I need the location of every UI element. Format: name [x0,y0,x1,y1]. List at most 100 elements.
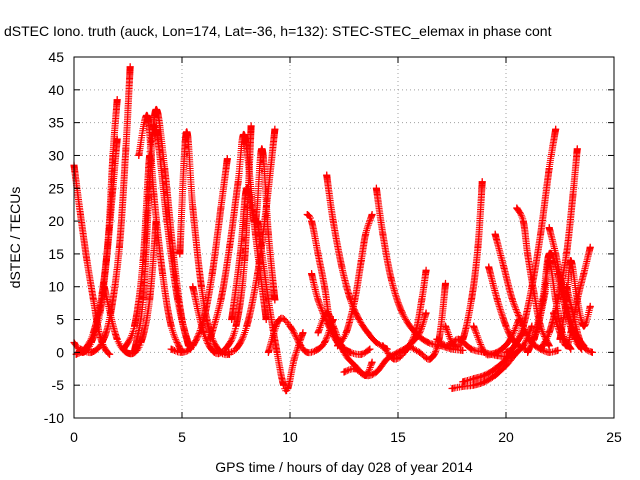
data-point [569,309,577,317]
data-point [286,322,294,330]
series-markers [77,63,134,357]
data-point [562,250,570,258]
data-point [338,263,346,271]
data-point [182,128,190,136]
chart-title: dSTEC Iono. truth (auck, Lon=174, Lat=-3… [4,23,552,39]
data-point [478,178,486,186]
data-point [556,335,564,343]
data-point [480,371,488,379]
data-point [470,375,478,383]
data-point [346,348,354,356]
data-point [146,296,154,304]
data-point [223,155,231,163]
data-point [364,329,372,337]
data-point [519,322,527,330]
data-point [588,348,596,356]
data-point [530,335,538,343]
data-point [247,122,255,130]
series-34 [513,204,553,350]
data-point [275,316,283,324]
data-point [323,171,331,179]
y-tick-label: 40 [48,82,64,98]
data-point [379,230,387,238]
data-point [264,230,272,238]
series-21 [334,211,376,350]
data-point [189,342,197,350]
series-16 [264,314,337,357]
data-point [271,296,279,304]
data-point [513,204,521,212]
data-point [426,355,434,363]
data-point [334,342,342,350]
data-point [580,322,588,330]
data-point [450,342,458,350]
data-point [575,335,583,343]
data-point [308,270,316,278]
data-point [550,309,558,317]
plot-frame [73,56,615,419]
x-tick-label: 20 [498,429,514,445]
data-point [284,384,292,392]
data-point [312,346,320,354]
data-point [176,250,184,258]
data-point [273,348,281,356]
data-point [442,322,450,330]
data-point [424,339,432,347]
data-point [113,335,121,343]
data-point [502,322,510,330]
data-point [508,296,516,304]
data-point [100,283,108,291]
data-point [303,348,311,356]
x-tick-label: 0 [70,429,78,445]
data-point [573,145,581,153]
data-point [178,348,186,356]
data-point [537,345,545,353]
data-point [161,165,169,173]
data-point [232,322,240,330]
data-point [562,342,570,350]
data-point [314,296,322,304]
data-point [139,296,147,304]
data-point [567,345,575,353]
data-point [491,230,499,238]
data-point [321,339,329,347]
data-point [189,283,197,291]
data-point [226,243,234,251]
data-point [418,296,426,304]
data-point [178,316,186,324]
data-point [303,211,311,219]
data-point [554,296,562,304]
series-12 [206,130,270,343]
data-point [368,358,376,366]
data-point [480,348,488,356]
series-41 [562,283,596,356]
series-18 [308,270,374,358]
data-point [98,339,106,347]
data-point [448,384,456,392]
data-point [422,266,430,274]
series-28 [448,348,521,392]
plot-area [70,63,596,395]
data-point [586,243,594,251]
data-point [470,381,478,389]
x-tick-label: 25 [606,429,622,445]
data-point [159,270,167,278]
y-tick-label: 0 [56,344,64,360]
data-point [217,296,225,304]
data-point [106,350,114,358]
data-point [102,347,110,355]
data-point [405,342,413,350]
data-point [474,243,482,251]
data-point [280,381,288,389]
data-point [444,342,452,350]
x-tick-label: 10 [282,429,298,445]
data-point [524,348,532,356]
data-point [109,151,117,159]
series-15 [254,217,307,395]
x-tick-label: 5 [178,429,186,445]
data-point [368,211,376,219]
data-point [500,263,508,271]
data-point [580,270,588,278]
data-point [167,322,175,330]
